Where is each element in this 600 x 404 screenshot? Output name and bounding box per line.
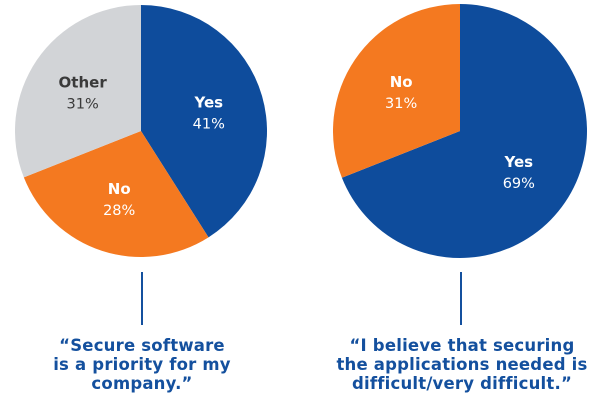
slice-label: Yes bbox=[193, 93, 223, 111]
pie-slice-no bbox=[23, 131, 209, 258]
caption-left: “Secure software is a priority for my co… bbox=[0, 336, 292, 393]
slice-label: No bbox=[108, 180, 131, 198]
caption-line: the applications needed is bbox=[336, 355, 588, 374]
slice-value-label: 31% bbox=[385, 96, 417, 112]
slice-label: No bbox=[390, 73, 413, 91]
slice-value-label: 28% bbox=[103, 203, 135, 219]
caption-line: difficult/very difficult.” bbox=[351, 374, 573, 393]
caption-line: company.” bbox=[91, 374, 193, 393]
slice-label: Yes bbox=[504, 153, 534, 171]
caption-line: “Secure software bbox=[59, 336, 225, 355]
pie-slice-yes bbox=[341, 4, 587, 258]
slice-value-label: 41% bbox=[193, 116, 225, 132]
caption-line: is a priority for my bbox=[53, 355, 231, 374]
pie-slice-no bbox=[332, 4, 460, 178]
caption-line: “I believe that securing bbox=[349, 336, 575, 355]
slice-label: Other bbox=[59, 73, 108, 91]
slice-value-label: 31% bbox=[67, 96, 99, 112]
pie-slice-other bbox=[14, 5, 142, 178]
slice-value-label: 69% bbox=[503, 176, 535, 192]
caption-right: “I believe that securing the application… bbox=[312, 336, 600, 393]
pie-slice-yes bbox=[141, 5, 268, 238]
